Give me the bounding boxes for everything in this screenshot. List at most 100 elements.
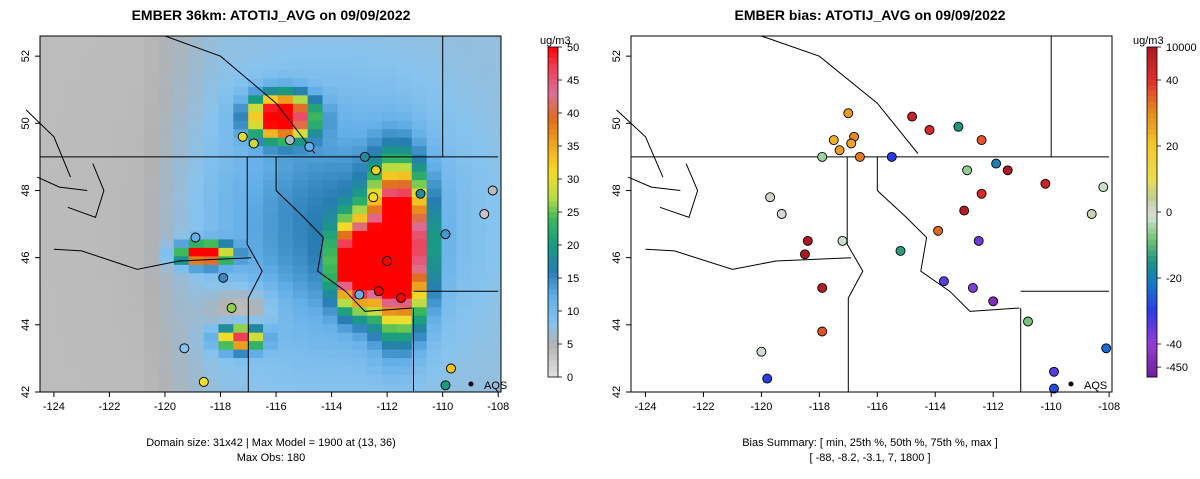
y-tick-label: 50 (20, 117, 32, 129)
model-grid-cell (173, 171, 190, 181)
model-grid-cell (292, 188, 309, 198)
model-grid-cell (188, 103, 204, 113)
x-tick-label: -116 (265, 401, 286, 413)
model-grid-cell (337, 214, 353, 223)
model-grid-cell (307, 44, 323, 54)
model-grid-cell (441, 281, 457, 291)
model-grid-cell (411, 112, 428, 122)
model-grid-cell (54, 163, 71, 173)
model-grid-cell (54, 214, 71, 223)
model-grid-cell (144, 112, 160, 122)
model-grid-cell (233, 69, 249, 79)
model-grid-cell (441, 349, 457, 359)
model-grid-cell (158, 163, 175, 173)
model-grid-cell (337, 44, 353, 54)
model-grid-cell (307, 171, 323, 181)
model-grid-cell (337, 188, 353, 198)
model-grid-cell (426, 180, 442, 189)
model-grid-cell (277, 36, 294, 45)
model-grid-cell (277, 256, 294, 266)
model-grid-cell (69, 315, 86, 325)
colorbar-swatch (1147, 371, 1157, 378)
model-grid-cell (486, 349, 502, 359)
model-grid-cell (337, 383, 353, 393)
model-grid-cell (54, 273, 71, 283)
model-grid-cell (40, 315, 56, 325)
model-grid-cell (322, 341, 338, 351)
model-grid-cell (54, 239, 71, 249)
model-grid-cell (337, 273, 353, 283)
model-grid-cell (426, 69, 442, 79)
model-grid-cell (441, 112, 457, 122)
model-grid-cell (54, 52, 71, 62)
model-grid-cell (382, 375, 398, 384)
model-grid-cell (292, 281, 309, 291)
model-grid-cell (114, 256, 130, 266)
x-tick-label: -112 (377, 401, 398, 413)
model-grid-cell (54, 332, 71, 342)
model-grid-cell (367, 383, 383, 393)
model-grid-cell (203, 247, 219, 257)
colorbar-swatch (1147, 129, 1157, 136)
model-grid-cell (456, 188, 472, 198)
model-grid-cell (367, 146, 383, 156)
model-grid-cell (129, 222, 145, 232)
model-grid-cell (188, 341, 204, 351)
model-grid-cell (99, 264, 115, 274)
model-grid-cell (426, 154, 442, 164)
model-grid-cell (307, 349, 323, 359)
model-grid-cell (69, 86, 86, 96)
model-grid-cell (173, 349, 190, 359)
model-grid-cell (69, 180, 86, 189)
model-grid-cell (114, 146, 130, 156)
model-grid-cell (367, 315, 383, 325)
model-grid-cell (456, 383, 472, 393)
model-grid-cell (263, 103, 279, 113)
model-grid-cell (263, 69, 279, 79)
model-grid-cell (441, 307, 457, 317)
x-tick-label: -122 (692, 401, 714, 413)
model-grid-cell (352, 256, 368, 266)
model-grid-cell (411, 341, 428, 351)
model-grid-cell (248, 86, 264, 96)
model-grid-cell (40, 137, 56, 147)
model-grid-cell (144, 324, 160, 334)
model-grid-cell (382, 247, 398, 257)
model-grid-cell (382, 120, 398, 130)
model-grid-cell (322, 171, 338, 181)
model-grid-cell (263, 146, 279, 156)
model-grid-cell (144, 341, 160, 351)
model-grid-cell (263, 120, 279, 130)
model-grid-cell (173, 78, 190, 88)
model-grid-cell (426, 239, 442, 249)
model-grid-cell (471, 366, 487, 376)
model-grid-cell (40, 61, 56, 71)
model-grid-cell (69, 36, 86, 45)
model-grid-cell (69, 290, 86, 300)
model-grid-cell (277, 112, 294, 122)
model-grid-cell (203, 230, 219, 240)
y-tick-label: 42 (20, 386, 32, 398)
model-grid-cell (367, 281, 383, 291)
model-grid-cell (54, 375, 71, 384)
state-border-line (36, 176, 88, 191)
model-grid-cell (456, 171, 472, 181)
model-grid-cell (203, 86, 219, 96)
model-grid-cell (367, 341, 383, 351)
state-border-line (67, 163, 105, 219)
model-grid-cell (292, 171, 309, 181)
model-grid-cell (471, 239, 487, 249)
model-grid-cell (233, 61, 249, 71)
model-grid-cell (367, 95, 383, 105)
model-grid-cell (411, 78, 428, 88)
model-grid-cell (263, 78, 279, 88)
model-grid-cell (40, 171, 56, 181)
model-grid-cell (114, 95, 130, 105)
model-grid-cell (367, 69, 383, 79)
colorbar-swatch (548, 206, 558, 213)
model-grid-cell (396, 180, 413, 189)
model-grid-cell (292, 298, 309, 308)
model-grid-cell (337, 315, 353, 325)
y-tick-label: 50 (611, 117, 623, 129)
